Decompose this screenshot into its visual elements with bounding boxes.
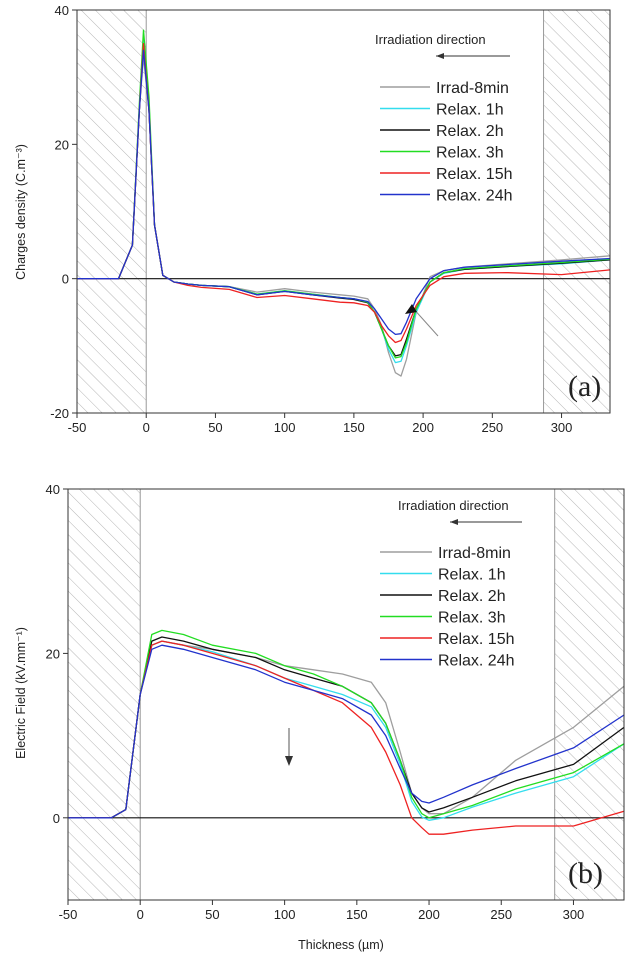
x-tick-label: 150: [346, 907, 368, 922]
y-tick-label: 0: [62, 272, 69, 287]
x-tick-label: -50: [59, 907, 78, 922]
legend-entry: Relax. 1h: [436, 102, 504, 119]
legend-entry: Relax. 15h: [436, 166, 513, 183]
series-line: [68, 636, 625, 819]
y-tick-label: 20: [55, 137, 69, 152]
plot-frame-a: [76, 9, 611, 414]
series-line: [68, 640, 625, 835]
x-tick-label: 250: [481, 420, 503, 435]
axis-ticks-a: -50 0 50 100 150 200 250 300 -20 0 20 40: [50, 3, 572, 435]
shaded-region: [68, 489, 141, 900]
legend-entry: Relax. 1h: [438, 567, 506, 584]
shaded-region: [77, 10, 147, 413]
legend-b: Irrad-8min Relax. 1h Relax. 2h Relax. 3h Rel…: [380, 545, 515, 670]
series-lines-b: [68, 629, 625, 835]
legend-entry: Relax. 3h: [436, 145, 504, 162]
y-tick-label: 40: [46, 482, 60, 497]
shaded-region: [554, 489, 624, 900]
x-tick-label: -50: [68, 420, 87, 435]
panel-label-b: (b): [568, 857, 603, 890]
y-tick-label: 40: [55, 3, 69, 18]
series-line: [77, 49, 611, 336]
x-tick-label: 0: [137, 907, 144, 922]
panel-label-a: (a): [568, 370, 601, 403]
plot-frame-b: [67, 488, 625, 901]
x-tick-label: 200: [418, 907, 440, 922]
legend-entry: Relax. 3h: [438, 610, 506, 627]
legend-entry: Irrad-8min: [436, 80, 509, 97]
chart-a: -50 0 50 100 150 200 250 300 -20 0 20 40 Charges de…: [14, 3, 611, 435]
x-tick-label: 150: [343, 420, 365, 435]
chart-b: -50 0 50 100 150 200 250 300 0 20 40 Electric Fiel…: [14, 482, 625, 952]
legend-entry: Relax. 15h: [438, 631, 515, 648]
legend-entry: Relax. 24h: [438, 653, 515, 670]
series-line: [68, 644, 625, 819]
y-axis-label-b: Electric Field (kV.mm⁻¹): [14, 627, 28, 759]
x-axis-label-b: Thickness (µm): [298, 938, 384, 952]
y-tick-label: 20: [46, 646, 60, 661]
legend-entry: Relax. 2h: [438, 588, 506, 605]
legend-entry: Relax. 2h: [436, 123, 504, 140]
y-tick-label: 0: [53, 811, 60, 826]
x-tick-label: 100: [274, 420, 296, 435]
series-line: [68, 640, 625, 821]
series-line: [68, 640, 625, 819]
shaded-regions-a: [77, 10, 610, 413]
y-tick-label: -20: [50, 406, 69, 421]
annotation-a: Irradiation direction: [375, 32, 486, 47]
direction-arrow-a: [436, 53, 510, 59]
annotation-b: Irradiation direction: [398, 498, 509, 513]
legend-a: Irrad-8min Relax. 1h Relax. 2h Relax. 3h Rel…: [380, 80, 513, 205]
series-line: [77, 56, 611, 377]
series-line: [68, 629, 625, 819]
series-line: [77, 42, 611, 357]
series-line: [77, 29, 611, 359]
legend-entry: Relax. 24h: [436, 188, 513, 205]
legend-entry: Irrad-8min: [438, 545, 511, 562]
x-tick-label: 300: [551, 420, 573, 435]
shaded-regions-b: [68, 489, 624, 900]
axis-ticks-b: -50 0 50 100 150 200 250 300 0 20 40: [46, 482, 585, 922]
x-tick-label: 50: [208, 420, 222, 435]
direction-arrow-b: [450, 519, 522, 525]
shaded-region: [543, 10, 610, 413]
series-line: [77, 36, 611, 364]
x-tick-label: 250: [490, 907, 512, 922]
series-lines-a: [77, 29, 611, 377]
trend-arrow-a: [405, 304, 439, 337]
trend-arrow-b: [285, 728, 293, 766]
x-tick-label: 100: [274, 907, 296, 922]
y-axis-label-a: Charges density (C.m⁻³): [14, 144, 28, 280]
x-tick-label: 300: [563, 907, 585, 922]
x-tick-label: 0: [143, 420, 150, 435]
x-tick-label: 50: [205, 907, 219, 922]
x-tick-label: 200: [412, 420, 434, 435]
